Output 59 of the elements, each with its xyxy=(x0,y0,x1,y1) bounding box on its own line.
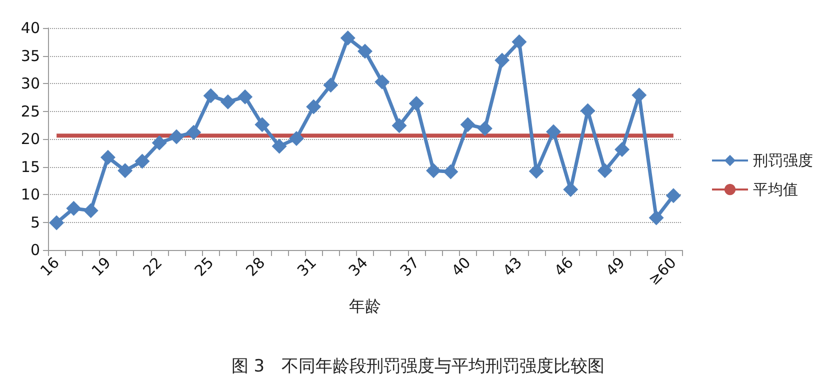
point xyxy=(49,215,64,230)
legend-label: 平均值 xyxy=(753,180,798,198)
point xyxy=(220,94,236,110)
point xyxy=(494,52,510,68)
point xyxy=(186,124,202,140)
x-tick-label: 34 xyxy=(345,254,372,280)
x-axis-title: 年龄 xyxy=(349,296,381,316)
x-tick-label: 25 xyxy=(190,254,218,280)
y-tick-label: 5 xyxy=(30,213,40,232)
point xyxy=(66,200,82,216)
point xyxy=(512,34,527,50)
x-tick-label: 43 xyxy=(499,254,526,280)
point xyxy=(580,103,596,118)
point xyxy=(152,135,167,150)
x-tick-label: 46 xyxy=(550,254,577,280)
point xyxy=(288,130,304,146)
point xyxy=(118,163,133,178)
point xyxy=(614,142,630,158)
point xyxy=(340,30,356,46)
y-tick-label: 40 xyxy=(20,19,40,37)
point xyxy=(648,210,664,226)
text: 图 3 不同年龄段刑罚强度与平均刑罚强度比较图 xyxy=(231,356,605,376)
point xyxy=(323,78,338,93)
point xyxy=(306,99,322,114)
point xyxy=(100,150,116,165)
x-tick-label: 40 xyxy=(448,254,474,280)
x-tick-label: 49 xyxy=(602,254,628,280)
point xyxy=(477,120,492,136)
point xyxy=(254,117,270,132)
point xyxy=(374,74,390,90)
point xyxy=(597,163,612,178)
point xyxy=(546,124,561,140)
point xyxy=(272,138,287,154)
point xyxy=(563,182,578,198)
point xyxy=(426,163,442,178)
point xyxy=(460,117,476,132)
point xyxy=(169,129,184,144)
y-tick-label: 10 xyxy=(20,186,40,204)
point xyxy=(528,164,544,179)
y-tick-label: 30 xyxy=(20,74,40,92)
x-tick-label: 28 xyxy=(242,254,269,280)
y-tick-label: 35 xyxy=(20,46,40,65)
y-tick-label: 15 xyxy=(20,158,40,176)
x-tick-label: 37 xyxy=(396,254,423,280)
y-tick-label: 25 xyxy=(20,102,40,120)
point xyxy=(134,154,150,169)
legend-label: 刑罚强度 xyxy=(753,152,813,170)
x-tick-label: 22 xyxy=(140,254,166,280)
point xyxy=(666,188,681,204)
point xyxy=(83,203,98,218)
point xyxy=(443,164,458,180)
point xyxy=(408,96,424,111)
y-tick-label: 20 xyxy=(20,130,40,148)
point xyxy=(358,44,372,59)
point xyxy=(392,118,407,134)
point xyxy=(238,89,253,104)
x-tick-label: 19 xyxy=(88,254,114,280)
point xyxy=(203,88,218,104)
x-tick-label: 31 xyxy=(294,254,320,280)
